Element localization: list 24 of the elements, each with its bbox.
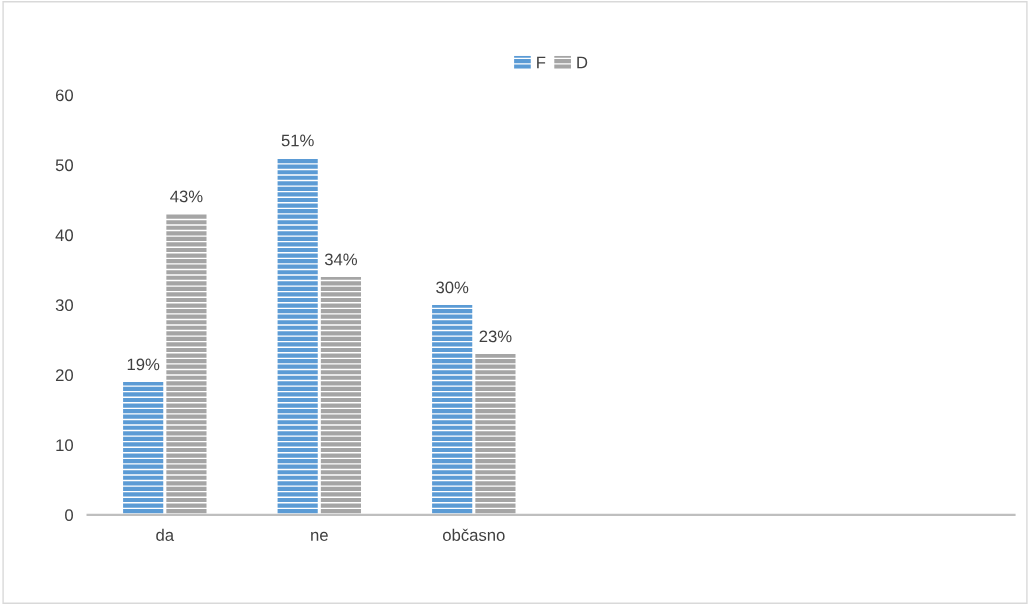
y-tick-label: 10 <box>56 439 74 452</box>
y-tick-label: 30 <box>55 299 74 312</box>
bar <box>320 276 362 515</box>
data-label: 19% <box>127 358 160 371</box>
legend-label: D <box>577 56 588 69</box>
data-label: 34% <box>324 253 358 266</box>
data-label: 23% <box>479 330 512 343</box>
y-tick-label: 20 <box>55 369 74 382</box>
y-tick-label: 50 <box>55 159 74 172</box>
bar <box>123 381 164 515</box>
x-tick-label: da <box>156 528 175 541</box>
x-tick-label: občasno <box>443 528 505 541</box>
bar <box>166 213 207 515</box>
legend-label: F <box>537 56 546 69</box>
y-tick-label: 60 <box>55 89 74 102</box>
data-label: 51% <box>281 134 314 147</box>
bar <box>475 353 516 515</box>
y-tick-label: 0 <box>65 509 74 522</box>
x-tick-label: ne <box>311 531 328 541</box>
bar <box>277 157 318 515</box>
data-label: 43% <box>170 190 203 203</box>
bar <box>432 304 473 515</box>
y-tick-label: 40 <box>55 229 74 242</box>
data-label: 30% <box>436 281 469 294</box>
